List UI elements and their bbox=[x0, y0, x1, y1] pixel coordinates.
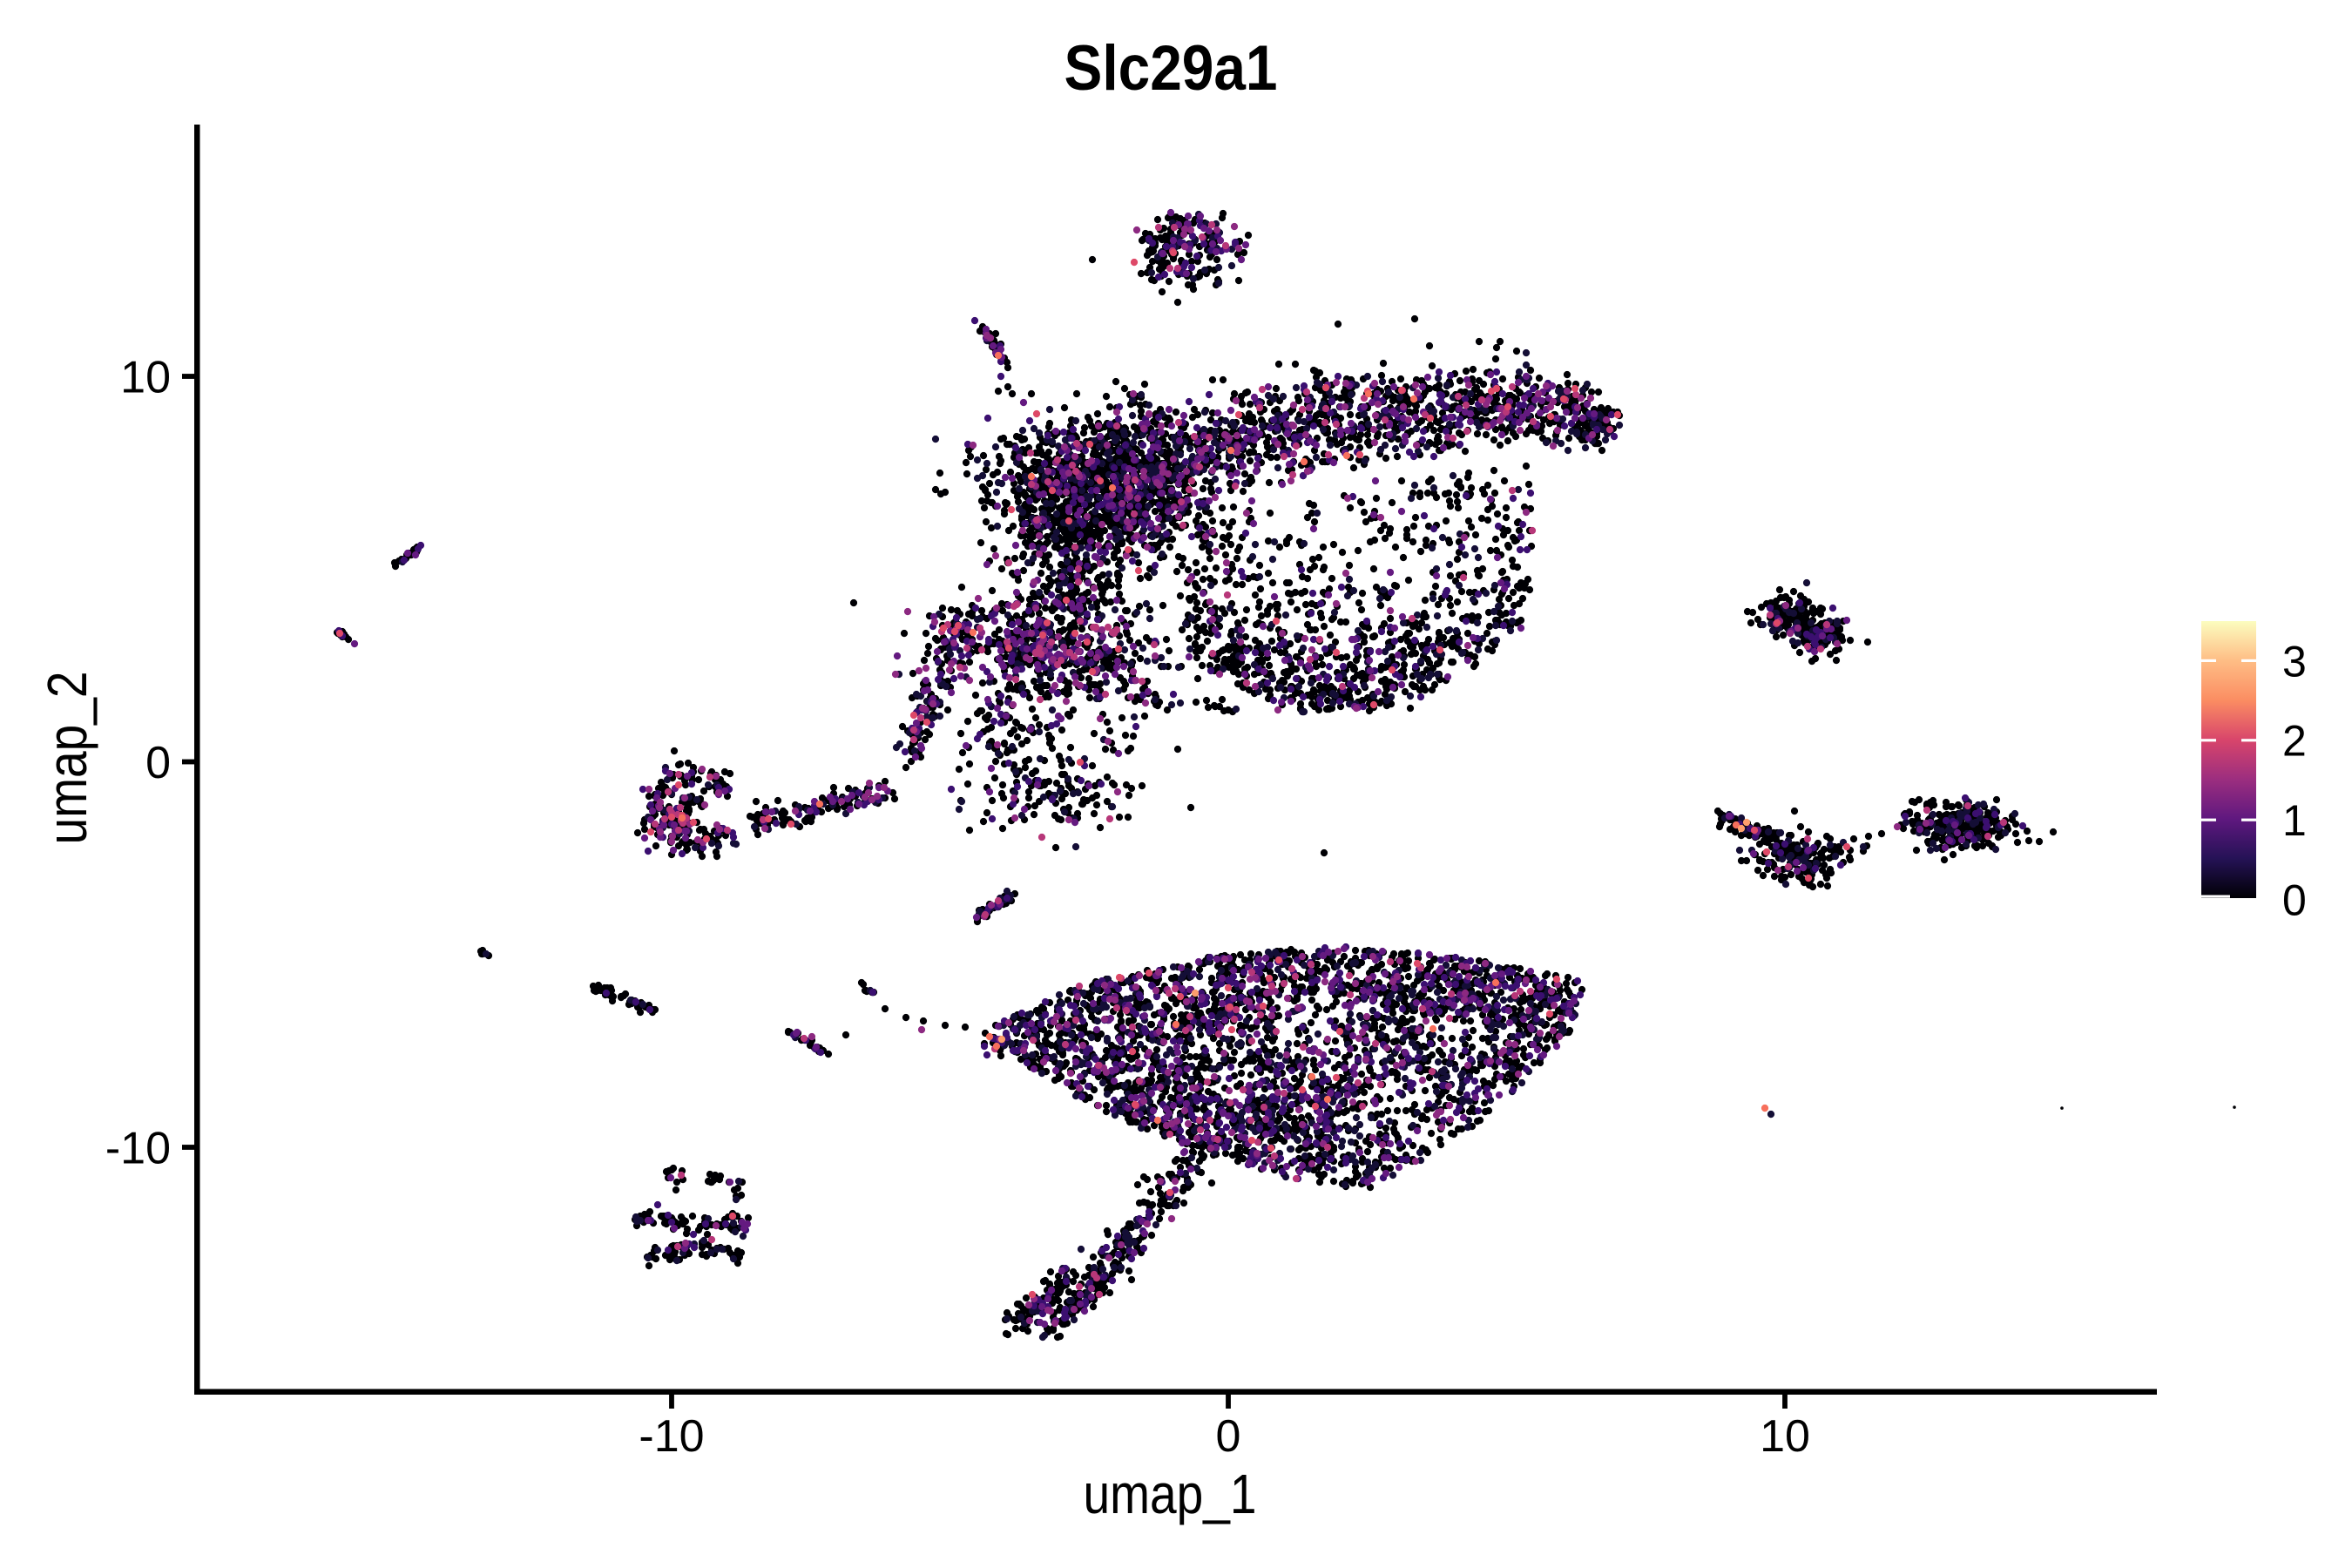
svg-text:10: 10 bbox=[1760, 1411, 1810, 1462]
svg-text:-10: -10 bbox=[105, 1124, 171, 1174]
svg-text:1: 1 bbox=[2282, 796, 2307, 845]
svg-text:10: 10 bbox=[120, 353, 171, 403]
svg-text:0: 0 bbox=[1216, 1411, 1241, 1462]
svg-text:umap_2: umap_2 bbox=[36, 672, 98, 845]
svg-text:Slc29a1: Slc29a1 bbox=[1064, 33, 1278, 104]
svg-text:-10: -10 bbox=[639, 1411, 704, 1462]
svg-text:3: 3 bbox=[2282, 637, 2307, 686]
svg-text:0: 0 bbox=[2282, 876, 2307, 925]
svg-text:umap_1: umap_1 bbox=[1084, 1463, 1257, 1525]
svg-text:0: 0 bbox=[145, 738, 171, 788]
svg-text:2: 2 bbox=[2282, 717, 2307, 766]
